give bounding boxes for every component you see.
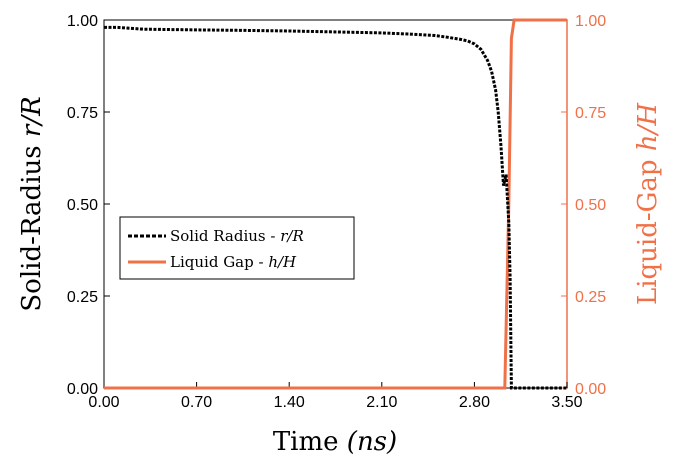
left-y-tick-label: 0.75 (67, 105, 98, 122)
left-y-tick-label: 1.00 (67, 13, 98, 30)
right-y-axis-title-var: h/H (633, 102, 663, 152)
right-y-axis-title: Liquid-Gap h/H (633, 102, 663, 305)
left-y-axis-title: Solid-Radius r/R (17, 96, 47, 311)
legend-label-solid-radius: Solid Radius - r/R (170, 227, 304, 245)
series-layer (104, 18, 567, 390)
series-line-solid-radius (104, 25, 567, 390)
right-y-tick-label: 0.50 (575, 197, 606, 214)
x-tick-label: 2.80 (459, 394, 490, 411)
series-line-liquid-gap (104, 18, 567, 390)
x-axis-title-var: (ns) (347, 427, 397, 457)
x-tick-label: 3.50 (551, 394, 582, 411)
right-y-tick-label: 0.00 (575, 381, 606, 398)
left-y-axis-title-text: Solid-Radius (17, 137, 47, 312)
right-y-ticks: 0.00 0.25 0.50 0.75 1.00 (561, 13, 606, 398)
x-tick-label: 2.10 (366, 394, 397, 411)
legend-label-solid-radius-var: r/R (280, 227, 304, 245)
x-tick-label: 0.00 (88, 394, 119, 411)
right-y-tick-label: 0.75 (575, 105, 606, 122)
legend-label-solid-radius-text: Solid Radius - (170, 227, 280, 245)
right-y-tick-label: 1.00 (575, 13, 606, 30)
legend-label-liquid-gap: Liquid Gap - h/H (170, 253, 297, 271)
x-ticks: 0.00 0.70 1.40 2.10 2.80 3.50 (88, 382, 583, 411)
right-y-axis-title-text: Liquid-Gap (633, 151, 663, 305)
left-y-tick-label: 0.50 (67, 197, 98, 214)
left-y-ticks: 0.00 0.25 0.50 0.75 1.00 (67, 13, 110, 398)
left-y-tick-label: 0.25 (67, 289, 98, 306)
x-axis-title: Time (ns) (273, 427, 397, 457)
x-axis-title-text: Time (273, 427, 347, 457)
legend-label-liquid-gap-var: h/H (268, 253, 297, 271)
legend-box (119, 216, 355, 280)
left-y-axis-title-var: r/R (17, 96, 47, 137)
right-y-tick-label: 0.25 (575, 289, 606, 306)
plot-frame (103, 19, 568, 389)
legend: Solid Radius - r/R Liquid Gap - h/H (119, 216, 355, 280)
left-y-tick-label: 0.00 (67, 381, 98, 398)
x-tick-label: 1.40 (274, 394, 305, 411)
legend-label-liquid-gap-text: Liquid Gap - (170, 253, 268, 271)
x-tick-label: 0.70 (181, 394, 212, 411)
